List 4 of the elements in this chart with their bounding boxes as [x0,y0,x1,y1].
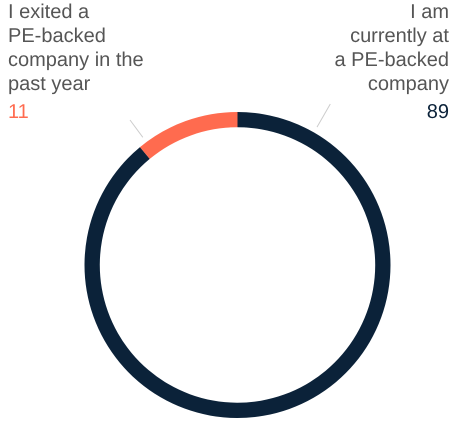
slice-label: I am currently at a PE-backed company [334,1,450,95]
slice-label: I exited a PE-backed company in the past year [8,1,144,95]
data-label: 89 [426,101,449,123]
data-label: 11 [8,101,29,123]
